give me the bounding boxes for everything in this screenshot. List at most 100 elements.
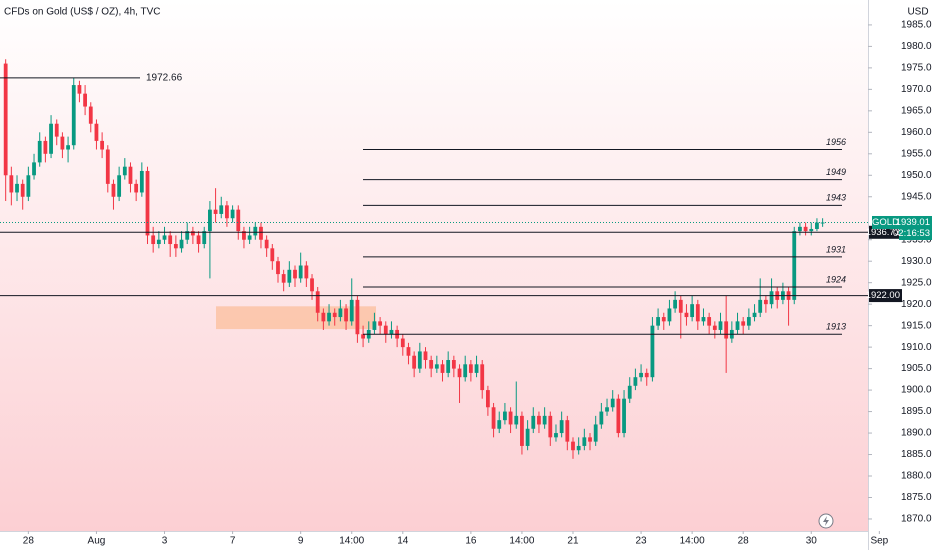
currency-label: USD [907,7,928,18]
candle-body [792,231,797,300]
candle-body [196,235,201,245]
x-tick-label: 28 [738,536,750,547]
zone [216,306,376,330]
candle-body [763,299,768,305]
candle-body [100,140,105,150]
x-tick-label: 14:00 [680,536,705,547]
candle-body [752,312,757,318]
symbol-badge [872,215,899,229]
x-tick-label: 30 [806,536,818,547]
candle-body [480,364,485,391]
candle-body [639,372,643,378]
candle-body [54,123,59,137]
candle-body [650,325,655,378]
y-tick-label: 1965.00 [901,105,932,116]
candle-body [673,299,678,309]
candle-body [571,441,575,451]
candle-body [803,226,808,232]
candle-body [582,437,587,446]
last-price-badge [899,215,932,240]
y-tick-label: 1955.00 [901,148,932,159]
x-tick-label: Aug [88,536,106,547]
symbol-label: GOLD [872,217,899,228]
x-tick-label: 14:00 [339,536,364,547]
candle-body [185,231,190,240]
candle-body [491,407,496,429]
level-label: 1956 [826,137,846,147]
candle-body [656,317,660,326]
candle-body [565,420,570,442]
candle-body [77,85,82,94]
candle-body [616,398,621,434]
candle-body [690,304,695,318]
last-price-label: 1939.01 [896,217,930,228]
candle-body [179,239,184,249]
candle-body [236,209,241,232]
candle-body [712,325,717,330]
x-tick-label: 3 [162,536,168,547]
candle-body [678,299,683,313]
candle-body [429,360,434,369]
y-tick-label: 1925.00 [901,277,932,288]
x-tick-label: 16 [465,536,477,547]
candle-body [264,239,269,249]
candle-body [321,312,326,322]
y-tick-label: 1975.00 [901,63,932,74]
y-tick-label: 1920.00 [901,299,932,310]
x-tick-label: 21 [567,536,579,547]
candle-body [304,265,309,279]
candle-body [225,205,229,219]
candle-body [372,321,377,330]
candle-body [724,321,729,339]
candle-body [173,244,178,249]
candle-body [310,278,314,292]
x-tick-label: 14:00 [509,536,534,547]
x-tick-label: 7 [230,536,236,547]
candle-body [122,166,127,176]
candle-body [735,321,740,330]
x-tick-label: 14 [397,536,409,547]
candle-body [548,415,553,438]
candle-body [610,398,615,408]
candle-body [253,226,258,236]
candle-body [758,299,763,313]
y-tick-label: 1985.00 [901,20,932,31]
level-label: 1931 [826,244,846,254]
candle-body [247,235,252,240]
candle-body [463,364,468,378]
candle-body [525,428,530,446]
candle-body [559,420,564,434]
candle-body [457,368,462,378]
candle-body [599,411,604,425]
y-tick-label: 1910.00 [901,342,932,353]
candle-body [20,183,25,197]
candle-body [128,166,133,184]
price-line-badge [869,289,902,303]
candle-body [151,235,156,245]
level-label: 1949 [826,167,846,177]
candle-body [134,183,139,193]
candle-body [667,308,672,322]
candle-body [213,209,218,214]
candle-body [707,317,712,326]
price-line-label: 1936.73 [866,227,900,238]
candle-body [344,308,348,322]
candle-body [412,355,417,369]
candle-body [434,364,439,369]
candle-body [111,183,116,197]
x-tick-label: 9 [298,536,304,547]
candle-body [156,239,161,245]
candle-body [514,415,519,425]
y-tick-label: 1950.00 [901,170,932,181]
y-tick-label: 1970.00 [901,84,932,95]
candle-body [644,372,649,378]
y-tick-label: 1880.00 [901,471,932,482]
candle-body [94,123,99,141]
candle-body [219,205,224,214]
candle-body [497,420,502,429]
candle-body [605,407,609,412]
plot-layer [3,59,825,459]
candle-body [26,175,31,197]
y-tick-label: 1960.00 [901,127,932,138]
